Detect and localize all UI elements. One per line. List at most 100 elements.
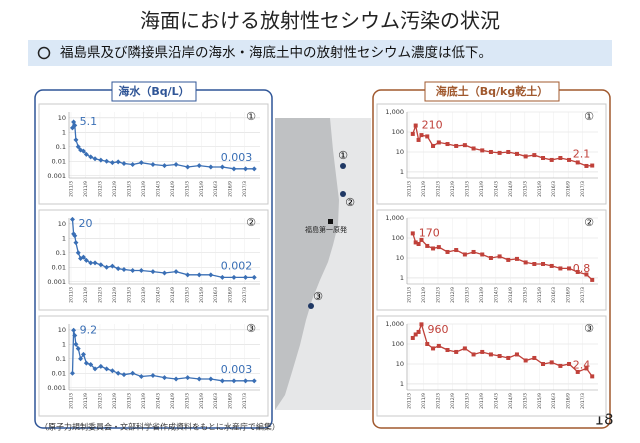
data-point — [419, 133, 424, 138]
x-tick-label: 2017/3 — [242, 393, 248, 409]
data-point — [98, 363, 104, 369]
data-point — [514, 352, 519, 357]
value-label: 2.1 — [573, 148, 591, 161]
data-point — [251, 166, 257, 172]
panel-header — [111, 81, 197, 102]
data-point — [231, 166, 237, 172]
x-tick-label: 2015/3 — [184, 181, 190, 197]
x-tick-label: 2014/3 — [155, 393, 161, 409]
data-point — [75, 346, 81, 352]
x-tick-label: 2011/9 — [83, 393, 89, 409]
data-point — [567, 266, 572, 271]
x-tick-label: 2013/3 — [126, 393, 132, 409]
x-tick-label: 2014/9 — [170, 181, 176, 197]
data-point — [109, 263, 115, 269]
data-point — [73, 341, 79, 347]
y-tick-label: 0.001 — [47, 172, 66, 180]
data-point — [462, 252, 467, 257]
data-point — [243, 274, 249, 280]
map-point-label: ③ — [313, 290, 323, 303]
data-point — [130, 161, 136, 167]
data-point — [575, 369, 580, 374]
data-point — [115, 370, 121, 376]
x-tick-label: 2015/9 — [199, 181, 205, 197]
value-label: 9.2 — [80, 323, 98, 336]
data-point — [523, 260, 528, 265]
x-tick-label: 2011/9 — [421, 393, 427, 409]
data-point — [514, 256, 519, 261]
data-point — [488, 352, 493, 357]
data-point — [431, 246, 436, 251]
y-tick-label: 0.01 — [52, 263, 66, 271]
data-point — [471, 249, 476, 254]
data-point — [445, 249, 450, 254]
plant-marker — [328, 219, 333, 224]
x-tick-label: 2012/3 — [97, 181, 103, 197]
x-tick-label: 2012/3 — [435, 393, 441, 409]
chart-label: ② — [246, 216, 256, 229]
x-tick-label: 2013/9 — [479, 393, 485, 409]
x-tick-label: 2015/3 — [522, 287, 528, 303]
data-point — [130, 267, 136, 273]
data-point — [75, 144, 81, 150]
data-point — [558, 266, 563, 271]
value-label: 960 — [427, 323, 448, 336]
data-point — [219, 164, 225, 170]
data-point — [88, 154, 94, 160]
data-point — [488, 255, 493, 260]
y-tick-label: 1 — [62, 128, 66, 136]
map-point-label: ② — [345, 196, 355, 209]
data-point — [558, 363, 563, 368]
data-point — [419, 322, 424, 327]
x-tick-label: 2017/3 — [242, 181, 248, 197]
y-tick-label: 1 — [400, 274, 404, 282]
x-tick-label: 2012/9 — [450, 181, 456, 197]
x-tick-label: 2014/9 — [170, 393, 176, 409]
data-point — [73, 240, 79, 246]
x-tick-label: 2011/9 — [421, 287, 427, 303]
y-tick-label: 10 — [58, 326, 66, 334]
value-label: 2.4 — [573, 358, 591, 371]
data-point — [69, 370, 75, 376]
panel-title: 海底土（Bq/kg乾土） — [436, 84, 548, 98]
x-tick-label: 2012/3 — [97, 393, 103, 409]
data-point — [83, 360, 89, 366]
y-tick-label: 100 — [392, 340, 404, 348]
x-tick-label: 2016/3 — [551, 287, 557, 303]
data-point — [88, 362, 94, 368]
y-tick-label: 0.1 — [56, 143, 66, 151]
x-tick-label: 2017/3 — [580, 393, 586, 409]
data-point — [104, 158, 110, 164]
x-tick-label: 2016/9 — [566, 287, 572, 303]
y-tick-label: 10 — [396, 360, 404, 368]
y-tick-label: 1,000 — [385, 214, 404, 222]
y-tick-label: 100 — [392, 128, 404, 136]
data-point — [138, 160, 144, 166]
data-point — [532, 262, 537, 267]
x-tick-label: 2015/3 — [184, 287, 190, 303]
x-tick-label: 2013/3 — [464, 181, 470, 197]
x-tick-label: 2011/3 — [69, 393, 75, 409]
data-point — [462, 346, 467, 351]
data-point — [480, 252, 485, 257]
data-point — [497, 354, 502, 359]
y-tick-label: 0.01 — [52, 157, 66, 165]
x-tick-label: 2014/3 — [155, 287, 161, 303]
data-point — [231, 378, 237, 384]
data-point — [575, 160, 580, 165]
data-point — [130, 370, 136, 376]
slide-title: 海面における放射性セシウム汚染の状況 — [140, 9, 500, 33]
x-tick-label: 2015/3 — [522, 181, 528, 197]
data-point — [584, 272, 589, 277]
data-point — [462, 143, 467, 148]
data-point — [115, 266, 121, 272]
x-tick-label: 2011/9 — [421, 181, 427, 197]
data-point — [138, 267, 144, 273]
y-tick-label: 0.1 — [56, 249, 66, 257]
x-tick-label: 2016/3 — [213, 287, 219, 303]
x-tick-label: 2011/3 — [407, 181, 413, 197]
chart-label: ③ — [584, 322, 594, 335]
chart-box — [38, 103, 269, 205]
data-point — [121, 267, 127, 273]
data-point — [73, 137, 79, 143]
